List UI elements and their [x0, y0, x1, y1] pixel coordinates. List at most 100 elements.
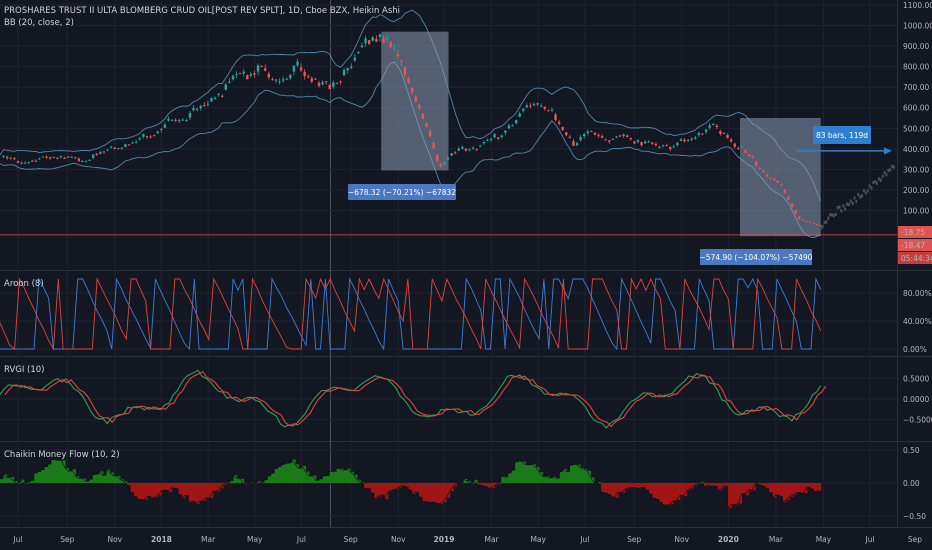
candle-body [626, 135, 629, 138]
candle-body [364, 38, 367, 44]
candle-body [629, 138, 632, 140]
cmf-bar [264, 480, 269, 483]
cmf-bar [473, 479, 478, 483]
candle-body [378, 34, 382, 38]
candle-body [2, 155, 5, 157]
cmf-bar [195, 483, 200, 504]
cmf-bar [683, 483, 688, 497]
candle-body [690, 138, 693, 140]
cmf-bar [528, 464, 533, 483]
cmf-bar [782, 483, 787, 503]
candle-body [539, 105, 543, 107]
candle-body [152, 135, 156, 137]
cmf-bar [199, 483, 203, 502]
cmf-bar [13, 481, 18, 483]
rvgi-pane[interactable] [0, 369, 827, 429]
candle-body [679, 139, 683, 141]
candle-body [99, 152, 102, 154]
candle-body [31, 160, 34, 162]
measure-label-box [348, 184, 456, 200]
cmf-bar [515, 462, 519, 483]
candle-body [59, 156, 63, 158]
cmf-bar [120, 479, 124, 483]
candle-body [224, 84, 227, 90]
cmf-bar [398, 483, 403, 488]
projection-bar [827, 216, 830, 220]
candle-body [643, 141, 647, 144]
candle-body [195, 109, 199, 111]
cmf-bar [374, 483, 379, 499]
cmf-bar [813, 483, 818, 492]
cmf-bar [206, 483, 210, 499]
cmf-bar [443, 483, 447, 503]
candle-body [203, 105, 206, 107]
projection-bar [842, 204, 845, 208]
cmf-bar [274, 468, 279, 483]
cmf-bar [319, 479, 324, 483]
candle-body [443, 162, 446, 165]
cmf-pane[interactable] [0, 459, 822, 509]
candle-body [117, 147, 120, 150]
cmf-bar [54, 459, 59, 483]
candle-body [597, 135, 600, 137]
cmf-bar [793, 483, 798, 495]
cmf-bar [106, 469, 111, 483]
candle-body [45, 156, 48, 158]
cmf-bar [415, 483, 420, 492]
candle-body [479, 145, 482, 147]
candle-body [342, 70, 346, 76]
cmf-bar [494, 483, 499, 486]
cmf-bar [20, 479, 25, 483]
candle-body [676, 142, 679, 146]
candle-body [747, 154, 751, 157]
cmf-bar [58, 460, 63, 483]
cmf-bar [484, 483, 488, 487]
candle-body [737, 148, 740, 150]
cmf-bar [157, 483, 162, 496]
candle-body [507, 125, 511, 129]
candle-body [346, 68, 349, 71]
candle-body [385, 38, 389, 40]
price-pane[interactable]: −678.32 (−70.21%) −67832 −574.90 (−104.07… [0, 9, 897, 265]
cmf-bar [133, 483, 138, 497]
cmf-bar [480, 483, 485, 486]
candle-body [296, 61, 299, 66]
projection-bar [872, 180, 875, 185]
cmf-bar [175, 483, 179, 489]
cmf-bar [89, 479, 94, 483]
projection-bar [885, 173, 888, 177]
x-tick-label: May [247, 535, 263, 544]
cmf-bar [127, 483, 131, 485]
cmf-bar [350, 471, 355, 483]
cmf-bar [721, 483, 725, 489]
candle-body [350, 66, 353, 68]
candle-body [41, 156, 45, 158]
measure-label: −678.32 (−70.21%) −67832 [348, 188, 456, 197]
candle-body [758, 167, 762, 169]
candle-body [410, 87, 414, 93]
candle-body [113, 147, 116, 149]
candle-body [307, 76, 310, 78]
candle-body [181, 119, 184, 121]
current-price-tag [898, 239, 932, 251]
candle-body [794, 210, 797, 214]
candle-body [160, 128, 163, 131]
x-tick-label: Sep [344, 535, 358, 544]
cmf-bar [649, 483, 653, 494]
cmf-bar [85, 481, 90, 483]
candle-body [120, 147, 124, 149]
candle-body [554, 114, 557, 121]
cmf-bar [302, 465, 306, 483]
candle-body [156, 131, 159, 133]
candle-body [547, 110, 550, 112]
aroon-pane[interactable] [0, 277, 822, 351]
cmf-bar [642, 483, 646, 488]
cmf-bar [216, 483, 221, 492]
candle-body [281, 79, 285, 81]
cmf-bar [364, 483, 368, 489]
candle-body [783, 189, 787, 193]
candle-body [489, 138, 493, 140]
candle-body [815, 224, 819, 226]
cmf-bar [614, 483, 619, 498]
